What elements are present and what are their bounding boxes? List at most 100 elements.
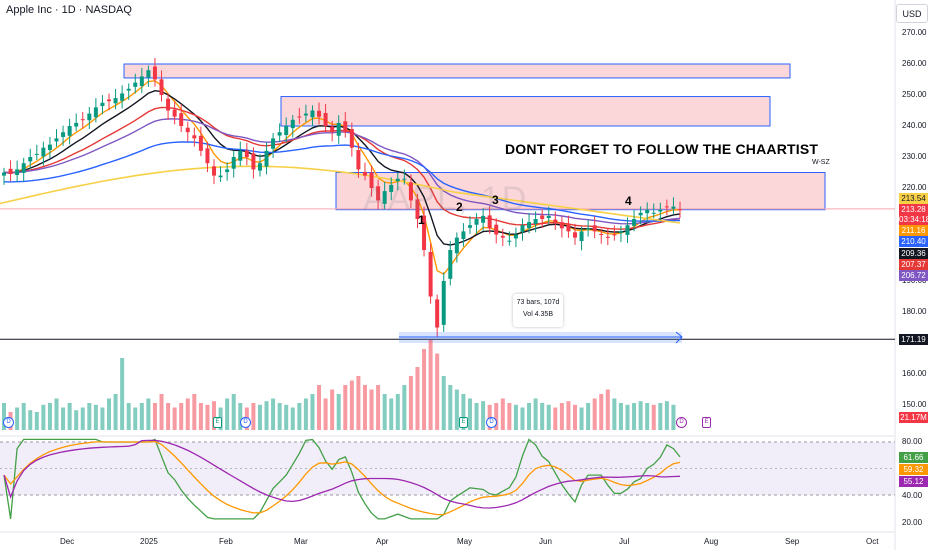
volume-bar (2, 403, 6, 430)
candle-body (244, 150, 249, 157)
candle-body (651, 212, 656, 214)
volume-bar (15, 407, 20, 430)
rsi-ema-line (3, 440, 681, 516)
volume-bar (546, 404, 551, 430)
volume-bar (481, 401, 486, 430)
volume-bar (362, 385, 367, 430)
candlesticks (2, 57, 682, 337)
wave-label-1: 1 (418, 213, 425, 227)
candle-body (559, 222, 564, 229)
volume-bar (382, 394, 387, 430)
candle-body (179, 113, 184, 126)
candle-body (107, 99, 112, 102)
volume-bar (441, 376, 446, 430)
candle-body (251, 153, 256, 170)
volume-bar (605, 389, 610, 430)
price-tag-last: 213.28 (899, 204, 928, 215)
candle-body (395, 178, 400, 182)
volume-bar (651, 404, 656, 430)
candle-body (402, 178, 407, 180)
volume-bar (303, 398, 308, 430)
candle-body (284, 126, 289, 135)
candle-body (415, 199, 420, 219)
volume-bar (271, 398, 276, 430)
volume-bar (34, 412, 39, 430)
volume-bar (467, 398, 472, 430)
price-tag-ma3: 209.36 (899, 248, 928, 259)
volume-bar (369, 389, 374, 430)
volume-bar (572, 404, 577, 430)
volume-bar (198, 403, 203, 430)
candle-body (310, 110, 315, 118)
earnings-marker[interactable]: E (213, 417, 222, 428)
time-tick: Apr (376, 537, 389, 546)
volume-bar (297, 403, 302, 430)
candle-body (47, 144, 52, 150)
price-tag-ma2: 210.40 (899, 236, 928, 247)
volume-bar (638, 401, 643, 430)
rsi-tag-2: 59.32 (899, 464, 928, 475)
volume-bar (540, 403, 545, 430)
supply-zones (0, 63, 895, 211)
price-tag-ma4: 207.37 (899, 259, 928, 270)
price-tag-ma5: 206.72 (899, 270, 928, 281)
measure-tool (399, 331, 683, 344)
volume-bar (192, 394, 197, 430)
ma-blue-line (3, 141, 681, 222)
earnings-marker[interactable]: E (459, 417, 468, 428)
volume-bar (146, 398, 151, 430)
earnings-marker-upcoming[interactable]: E (702, 417, 711, 428)
candle-body (146, 70, 151, 78)
candle-body (28, 157, 33, 162)
candle-body (612, 234, 617, 236)
volume-bar (159, 394, 164, 430)
volume-bar (323, 398, 328, 430)
measure-arrowhead (675, 331, 683, 344)
candle-body (87, 113, 92, 121)
volume-bar (474, 403, 479, 430)
currency-button[interactable]: USD (896, 4, 928, 23)
volume-bar (87, 403, 92, 430)
volume-bar (231, 394, 236, 430)
dividend-marker[interactable]: D (486, 417, 497, 428)
price-tag-ma1: 211.16 (899, 225, 928, 236)
candle-body (74, 122, 79, 127)
pattern-tag: W-SZ (812, 159, 830, 166)
symbol-watermark: AAPL, 1D (363, 180, 529, 218)
price-tick: 270.00 (902, 28, 927, 37)
price-tag-volume: 21.17M (899, 412, 928, 423)
dividend-marker[interactable]: D (3, 417, 14, 428)
time-tick: Jul (619, 537, 630, 546)
volume-bar (172, 407, 177, 430)
volume-bar (559, 403, 564, 430)
candle-body (376, 186, 381, 201)
price-tick: 260.00 (902, 59, 927, 68)
price-tick: 180.00 (902, 307, 927, 316)
candle-body (336, 122, 341, 136)
symbol-title[interactable]: Apple Inc · 1D · NASDAQ (6, 4, 132, 16)
volume-bar (618, 403, 623, 430)
volume-bar (107, 398, 112, 430)
rsi-pane (0, 438, 895, 520)
volume-bar (553, 407, 558, 430)
split-marker[interactable]: D (676, 417, 687, 428)
volume-bar (264, 401, 269, 430)
volume-bar (238, 403, 243, 430)
price-tag-countdown: 03:34:18 (899, 214, 931, 225)
candle-body (152, 66, 157, 80)
dividend-marker[interactable]: D (240, 417, 251, 428)
measure-info: 73 bars, 107d Vol 4.35B (513, 294, 563, 327)
ma-yellow-line (0, 165, 681, 224)
candle-body (15, 169, 20, 176)
volume-bar (212, 401, 217, 430)
candle-body (80, 119, 85, 121)
volume-bar (645, 403, 650, 430)
candle-body (303, 113, 308, 116)
volume-bar (664, 401, 669, 430)
volume-bar (100, 407, 105, 430)
volume-bar (671, 404, 676, 430)
rsi-tick: 40.00 (902, 491, 923, 500)
candle-body (343, 121, 348, 133)
volume-bar (461, 394, 466, 430)
